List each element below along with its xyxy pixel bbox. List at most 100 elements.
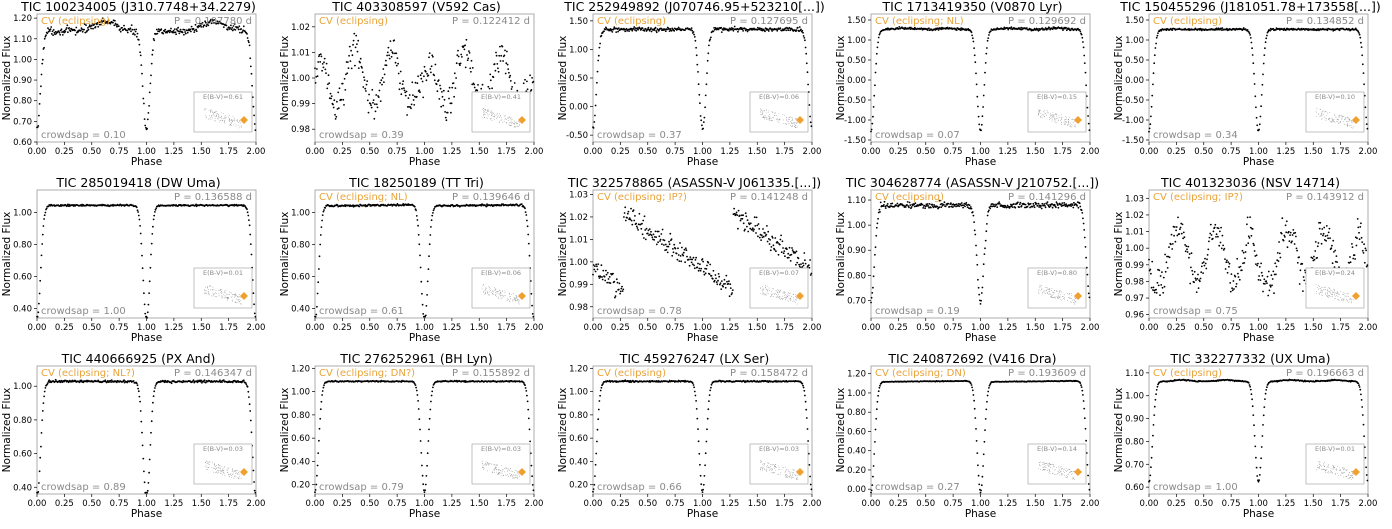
- data-point: [142, 279, 145, 282]
- data-point: [699, 263, 701, 266]
- data-point: [1160, 284, 1163, 286]
- data-point: [1222, 244, 1224, 247]
- x-tick-label: 1.75: [219, 499, 238, 509]
- y-tick-label: 0.60: [569, 434, 588, 444]
- data-point: [670, 29, 673, 32]
- light-curve-chart: TIC 403308597 (V592 Cas)0.00 0.25 0.50 0.75…: [279, 0, 543, 168]
- chart-title: TIC 18250189 (TT Tri): [348, 176, 484, 190]
- data-point: [1365, 265, 1368, 268]
- data-point: [654, 230, 657, 233]
- data-point: [973, 47, 975, 49]
- data-point: [428, 255, 430, 258]
- data-point: [45, 207, 48, 210]
- data-point: [809, 121, 812, 124]
- data-point: [906, 204, 908, 206]
- data-point: [516, 89, 519, 92]
- data-point: [1082, 46, 1085, 49]
- data-point: [596, 428, 599, 431]
- data-point: [531, 475, 533, 478]
- data-point: [1363, 94, 1366, 97]
- data-point: [336, 100, 338, 103]
- chart-title: TIC 285019418 (DW Uma): [55, 176, 220, 190]
- data-point: [152, 38, 155, 40]
- data-point: [429, 234, 432, 236]
- data-point: [625, 27, 628, 30]
- data-point: [163, 30, 166, 33]
- data-point: [998, 203, 1001, 205]
- x-tick-label: 1.50: [748, 147, 767, 157]
- data-point: [48, 379, 51, 381]
- data-point: [197, 26, 199, 29]
- x-tick-label: 0.00: [28, 147, 47, 157]
- y-tick-label: 1.00: [13, 382, 32, 392]
- data-point: [168, 29, 170, 32]
- data-point: [65, 27, 68, 29]
- target-star-marker: [796, 292, 804, 300]
- data-point: [1358, 231, 1360, 234]
- data-point: [168, 31, 171, 34]
- data-point: [802, 386, 805, 389]
- data-point: [1162, 291, 1165, 294]
- data-point: [695, 54, 698, 57]
- data-point: [619, 292, 621, 295]
- data-point: [982, 106, 984, 108]
- data-point: [346, 61, 349, 63]
- data-point: [1191, 269, 1194, 272]
- data-point: [700, 119, 703, 122]
- data-point: [605, 273, 608, 276]
- crowdsap-label: crowdsap = 0.66: [597, 482, 682, 493]
- data-point: [437, 79, 440, 81]
- data-point: [61, 34, 64, 36]
- data-point: [253, 481, 256, 483]
- data-point: [1157, 284, 1160, 287]
- data-point: [415, 95, 418, 98]
- data-point: [1276, 252, 1279, 254]
- data-point: [449, 102, 452, 105]
- data-point: [600, 386, 603, 389]
- hr-diagram-inset: E(B-V)=0.07: [749, 267, 809, 309]
- data-point: [428, 243, 431, 246]
- data-point: [1364, 106, 1367, 109]
- data-point: [487, 85, 490, 88]
- x-tick-label: 0.00: [862, 323, 881, 333]
- data-point: [746, 30, 749, 33]
- data-point: [141, 267, 144, 270]
- data-point: [1156, 281, 1159, 284]
- data-point: [1275, 29, 1277, 31]
- data-point: [345, 73, 347, 76]
- data-point: [1018, 206, 1020, 209]
- data-point: [759, 27, 762, 30]
- data-point: [144, 124, 147, 127]
- data-point: [1226, 27, 1228, 30]
- data-point: [419, 74, 422, 77]
- data-point: [454, 87, 457, 89]
- data-point: [509, 74, 512, 77]
- data-point: [710, 386, 712, 389]
- data-point: [316, 292, 319, 295]
- data-point: [1080, 209, 1083, 212]
- crowdsap-label: crowdsap = 0.79: [319, 482, 404, 493]
- data-point: [802, 384, 804, 387]
- data-point: [225, 24, 228, 27]
- data-point: [203, 24, 206, 27]
- data-point: [805, 52, 808, 55]
- data-point: [1260, 94, 1263, 96]
- data-point: [878, 33, 881, 36]
- data-point: [803, 37, 806, 39]
- data-point: [592, 488, 595, 490]
- data-point: [529, 74, 531, 77]
- data-point: [610, 28, 613, 31]
- data-point: [800, 28, 802, 31]
- data-point: [1319, 221, 1322, 224]
- data-point: [1220, 226, 1222, 229]
- data-point: [134, 30, 137, 33]
- data-point: [622, 288, 625, 291]
- data-point: [1260, 262, 1262, 265]
- data-point: [314, 315, 317, 318]
- crowdsap-label: crowdsap = 0.34: [1153, 130, 1238, 141]
- data-point: [655, 31, 658, 34]
- x-tick-label: 0.50: [638, 323, 657, 333]
- x-tick-label: 0.50: [82, 147, 101, 157]
- y-tick-label: 0.98: [569, 303, 588, 313]
- data-point: [60, 28, 63, 31]
